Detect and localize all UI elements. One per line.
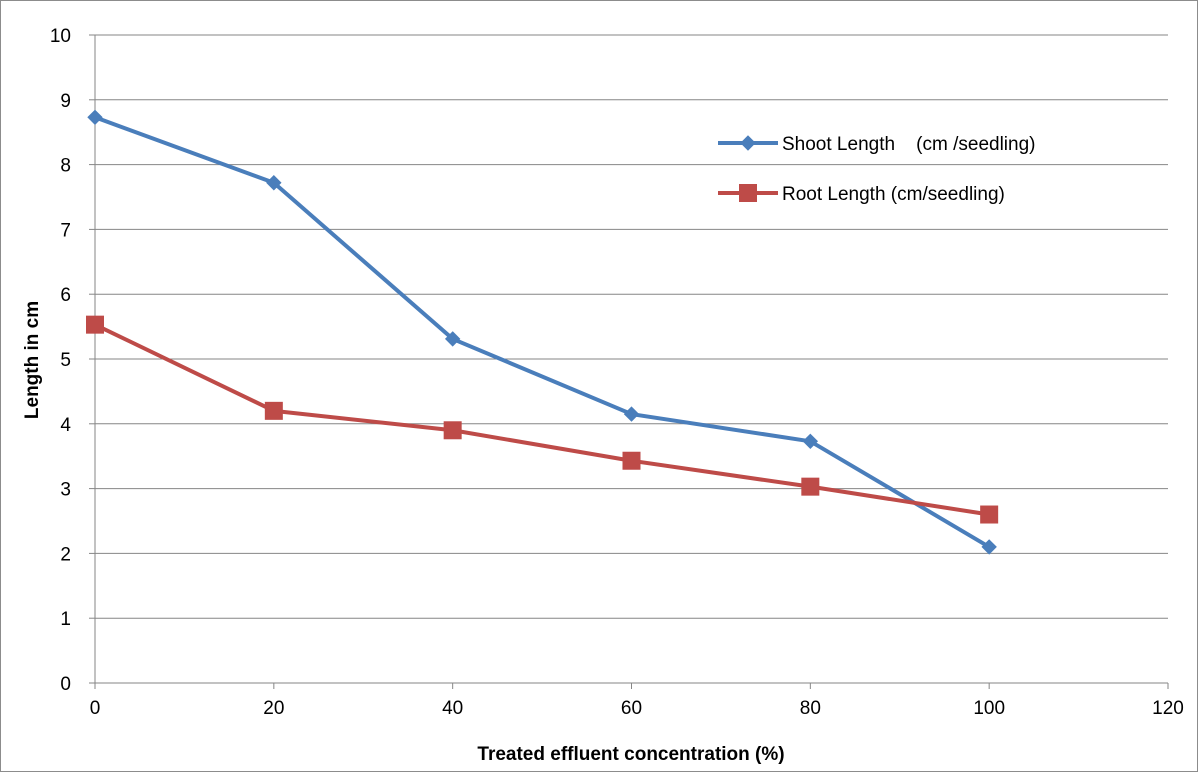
data-point-square: [264, 401, 283, 420]
legend: Shoot Length (cm /seedling) Root Length (…: [718, 134, 1035, 205]
legend-marker: [740, 135, 756, 151]
y-tick-label: 2: [60, 544, 71, 565]
series-1: [87, 109, 997, 555]
x-tick-label: 100: [973, 698, 1005, 719]
axes: [89, 34, 1169, 689]
legend-marker: [739, 184, 757, 202]
y-tick-label: 9: [60, 91, 71, 112]
series: [86, 109, 999, 555]
y-tick-label: 0: [60, 674, 71, 695]
y-tick-label: 4: [60, 415, 71, 436]
data-point-diamond: [981, 539, 997, 555]
y-tick-label: 1: [60, 609, 71, 630]
series-line: [93, 322, 992, 517]
x-tick-label: 120: [1152, 698, 1184, 719]
x-tick-label: 40: [442, 698, 463, 719]
legend-label: Shoot Length (cm /seedling): [782, 134, 1035, 155]
y-axis-title: Length in cm: [22, 301, 43, 419]
y-tick-label: 10: [50, 26, 71, 47]
legend-entry-2: Root Length (cm/seedling): [718, 184, 1005, 205]
y-tick-label: 3: [60, 480, 71, 501]
data-point-diamond: [87, 109, 103, 126]
x-tick-label: 0: [90, 698, 101, 719]
x-tick-label: 80: [800, 698, 821, 719]
data-point-diamond: [444, 331, 461, 347]
y-tick-label: 7: [60, 220, 71, 241]
data-point-square: [622, 451, 641, 470]
data-point-square: [980, 505, 999, 524]
data-point-diamond: [623, 406, 640, 422]
data-point-diamond: [802, 433, 819, 450]
y-tick-label: 8: [60, 156, 71, 177]
data-point-square: [443, 421, 462, 440]
y-tick-label: 6: [60, 285, 71, 306]
legend-label: Root Length (cm/seedling): [782, 184, 1005, 205]
gridlines: [95, 34, 1168, 619]
series-line: [93, 115, 992, 549]
x-axis-title: Treated effluent concentration (%): [477, 744, 784, 765]
data-point-square: [86, 315, 104, 334]
legend-entry-1: Shoot Length (cm /seedling): [718, 134, 1035, 155]
y-tick-label: 5: [60, 350, 71, 371]
x-tick-label: 60: [621, 698, 642, 719]
series-2: [86, 315, 999, 524]
data-point-square: [801, 477, 820, 496]
data-point-diamond: [266, 175, 282, 191]
x-tick-label: 20: [263, 698, 284, 719]
